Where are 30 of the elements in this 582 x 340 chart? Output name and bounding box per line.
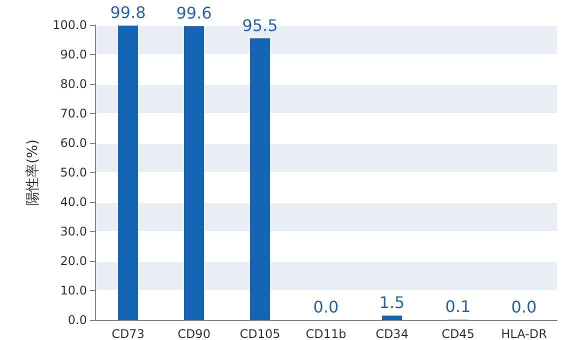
y-tick-label: 30.0: [60, 224, 87, 238]
x-tick-label: CD34: [376, 327, 408, 340]
y-tick-label: 80.0: [60, 77, 87, 91]
data-label: 99.6: [176, 4, 212, 23]
data-label: 0.0: [511, 298, 537, 316]
data-label: 1.5: [379, 293, 405, 312]
y-tick-label: 10.0: [60, 284, 87, 298]
x-tick-label: CD45: [442, 327, 474, 340]
y-tick-label: 100.0: [52, 18, 87, 32]
y-tick-label: 0.0: [68, 313, 87, 327]
y-tick-label: 20.0: [60, 254, 87, 268]
y-tick-label: 70.0: [60, 106, 87, 120]
data-label: 95.5: [242, 16, 278, 35]
x-tick-label: CD73: [112, 327, 144, 340]
bar: [184, 26, 204, 320]
y-tick-label: 40.0: [60, 195, 87, 209]
data-label: 0.0: [313, 298, 339, 316]
y-tick-label: 90.0: [60, 48, 87, 62]
bar: [382, 316, 402, 320]
bar: [118, 26, 138, 320]
bar: [250, 38, 270, 320]
data-label: 0.1: [445, 297, 471, 316]
y-axis-title: 陽性率(%): [25, 139, 41, 206]
data-label: 99.8: [110, 3, 146, 22]
y-tick-label: 50.0: [60, 166, 87, 180]
y-tick-label: 60.0: [60, 136, 87, 150]
x-tick-label: CD90: [178, 327, 210, 340]
x-tick-label: CD11b: [306, 327, 346, 340]
x-tick-label: HLA-DR: [501, 327, 547, 340]
x-tick-label: CD105: [240, 327, 280, 340]
